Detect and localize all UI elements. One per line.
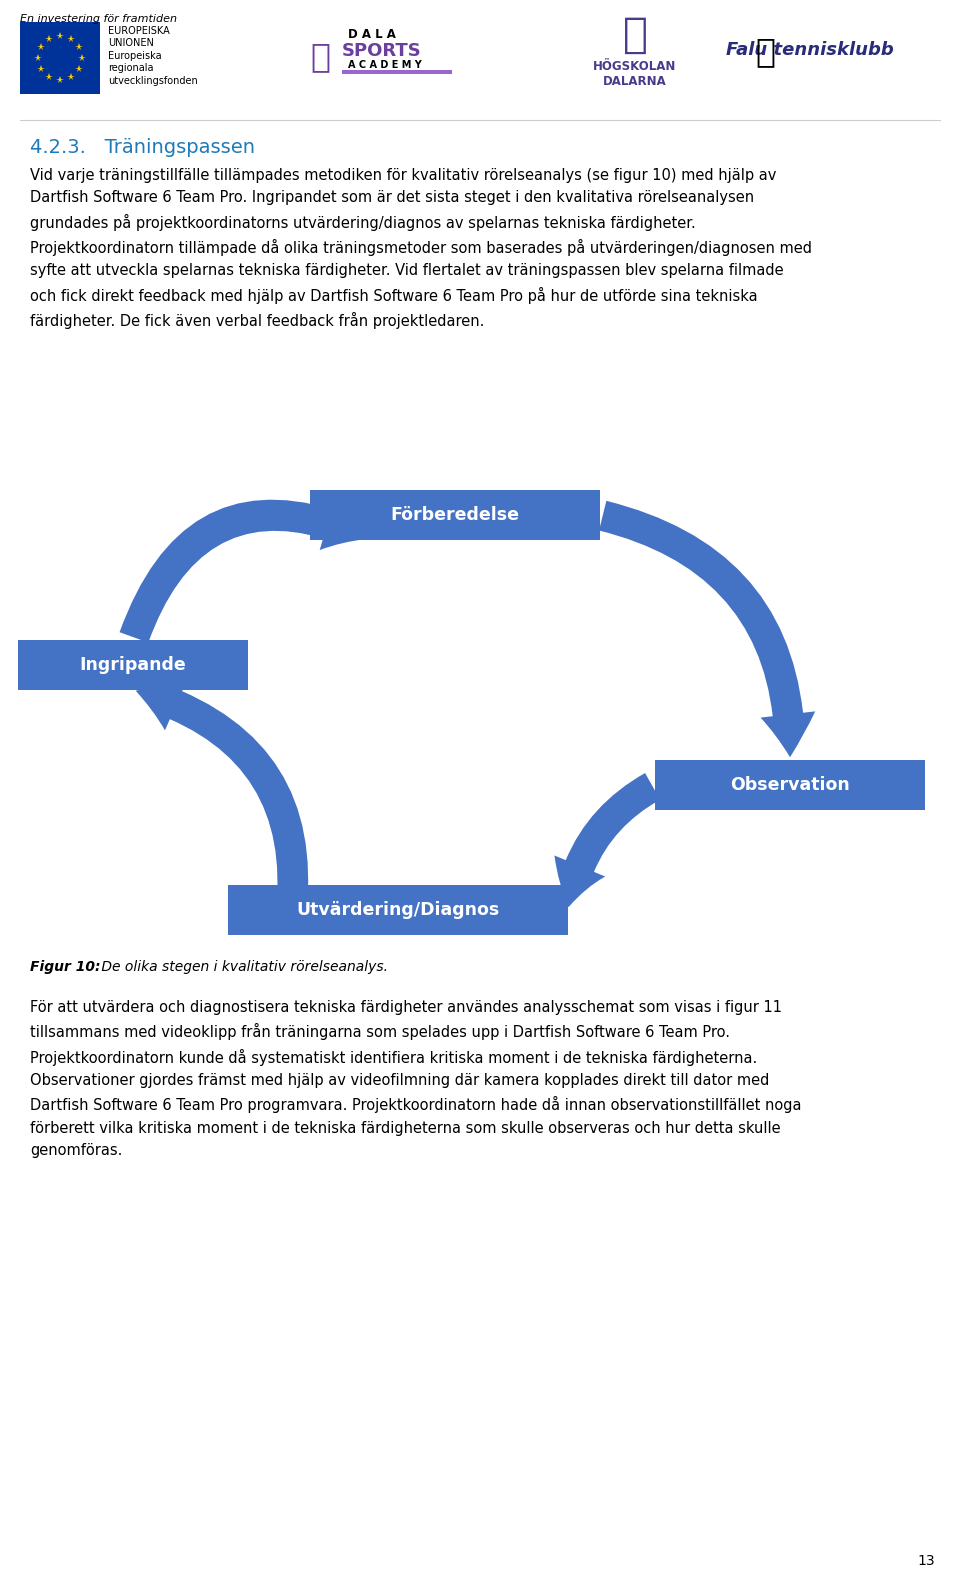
Text: Ingripande: Ingripande <box>80 656 186 675</box>
Text: ⭐: ⭐ <box>622 14 647 55</box>
Text: 🏃: 🏃 <box>310 40 330 73</box>
FancyArrowPatch shape <box>599 501 815 757</box>
Text: A C A D E M Y: A C A D E M Y <box>348 60 421 70</box>
Text: 13: 13 <box>918 1554 935 1568</box>
FancyBboxPatch shape <box>228 885 568 935</box>
Text: D A L A: D A L A <box>348 29 396 41</box>
Text: Falu tennisklubb: Falu tennisklubb <box>726 41 894 59</box>
Text: De olika stegen i kvalitativ rörelseanalys.: De olika stegen i kvalitativ rörelseanal… <box>97 960 388 974</box>
Text: Vid varje träningstillfälle tillämpades metodiken för kvalitativ rörelseanalys (: Vid varje träningstillfälle tillämpades … <box>30 168 812 329</box>
FancyArrowPatch shape <box>555 773 660 908</box>
Text: Figur 10:: Figur 10: <box>30 960 101 974</box>
FancyBboxPatch shape <box>310 489 600 540</box>
FancyArrowPatch shape <box>120 497 368 643</box>
Text: HÖGSKOLAN
DALARNA: HÖGSKOLAN DALARNA <box>593 60 677 89</box>
FancyBboxPatch shape <box>20 22 100 93</box>
FancyBboxPatch shape <box>655 760 925 809</box>
Text: Utvärdering/Diagnos: Utvärdering/Diagnos <box>297 901 499 919</box>
Text: För att utvärdera och diagnostisera tekniska färdigheter användes analysschemat : För att utvärdera och diagnostisera tekn… <box>30 1000 802 1158</box>
FancyArrowPatch shape <box>135 680 308 935</box>
Text: En investering för framtiden: En investering för framtiden <box>20 14 177 24</box>
FancyBboxPatch shape <box>18 640 248 691</box>
Text: EUROPEISKA
UNIONEN
Europeiska
regionala
utvecklingsfonden: EUROPEISKA UNIONEN Europeiska regionala … <box>108 25 198 86</box>
Text: 🏰: 🏰 <box>755 35 775 68</box>
Text: Observation: Observation <box>731 776 850 794</box>
FancyBboxPatch shape <box>342 70 452 74</box>
Text: Förberedelse: Förberedelse <box>391 505 519 524</box>
Text: SPORTS: SPORTS <box>342 43 421 60</box>
Text: 4.2.3.   Träningspassen: 4.2.3. Träningspassen <box>30 138 255 157</box>
